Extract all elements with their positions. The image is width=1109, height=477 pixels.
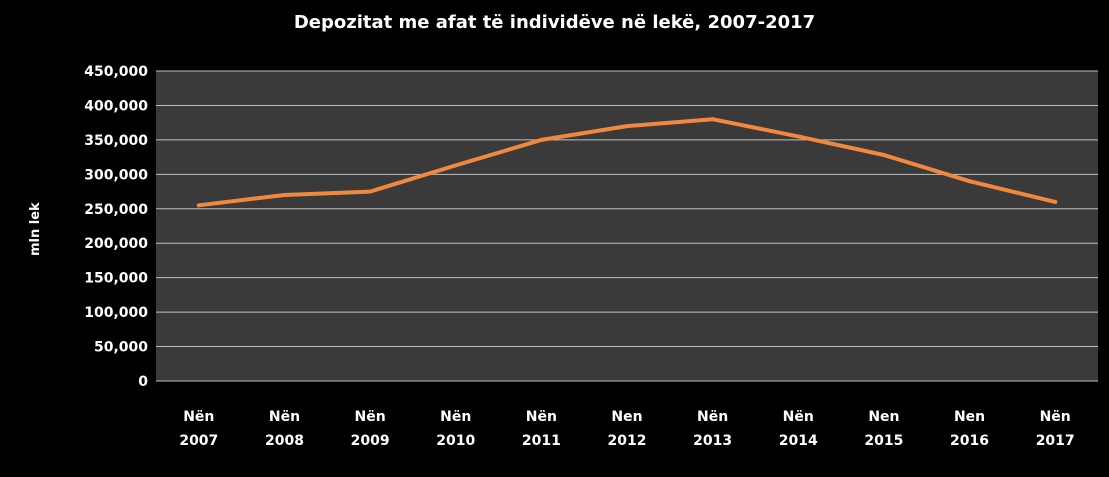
x-tick-labels: Nën 2007 Nën 2008 Nën 2009 Nën 2010 Nën 2011 Nen 20… bbox=[179, 409, 1074, 449]
data-point bbox=[710, 117, 715, 122]
data-point bbox=[881, 153, 886, 158]
y-tick-label: 250,000 bbox=[84, 202, 148, 218]
y-tick-label: 450,000 bbox=[84, 64, 148, 80]
data-point bbox=[368, 189, 373, 194]
x-tick-label: Nën 2010 bbox=[436, 409, 475, 449]
y-tick-label: 200,000 bbox=[84, 236, 148, 252]
data-point bbox=[967, 179, 972, 184]
data-point bbox=[453, 163, 458, 168]
x-tick-label: Nën 2011 bbox=[522, 409, 561, 449]
y-tick-label: 300,000 bbox=[84, 167, 148, 183]
x-tick-label: Nën 2017 bbox=[1036, 409, 1075, 449]
y-tick-label: 100,000 bbox=[84, 305, 148, 321]
x-tick-label: Nën 2008 bbox=[265, 409, 304, 449]
data-point bbox=[625, 124, 629, 129]
x-tick-label: Nën 2007 bbox=[179, 409, 218, 449]
chart-title: Depozitat me afat të individëve në lekë,… bbox=[293, 12, 816, 33]
y-tick-label: 0 bbox=[138, 374, 148, 390]
data-point bbox=[196, 203, 201, 208]
x-tick-label: Nen 2015 bbox=[864, 409, 903, 449]
data-point bbox=[282, 193, 287, 197]
data-point bbox=[796, 134, 801, 139]
y-tick-labels: 0 50,000 100,000 150,000 200,000 250,000 300,0… bbox=[84, 64, 148, 390]
x-tick-label: Nën 2009 bbox=[351, 409, 390, 449]
y-tick-label: 400,000 bbox=[84, 98, 148, 114]
data-point bbox=[539, 137, 544, 142]
y-tick-label: 150,000 bbox=[84, 271, 148, 287]
y-tick-label: 50,000 bbox=[94, 340, 148, 356]
x-tick-label: Nen 2016 bbox=[950, 409, 989, 449]
series-group bbox=[196, 117, 1058, 208]
x-tick-label: Nën 2013 bbox=[693, 409, 732, 449]
x-tick-label: Nen 2012 bbox=[608, 409, 647, 449]
plot-area bbox=[156, 71, 1098, 381]
data-point bbox=[1053, 199, 1058, 204]
y-tick-label: 350,000 bbox=[84, 133, 148, 149]
x-tick-label: Nën 2014 bbox=[779, 409, 818, 449]
